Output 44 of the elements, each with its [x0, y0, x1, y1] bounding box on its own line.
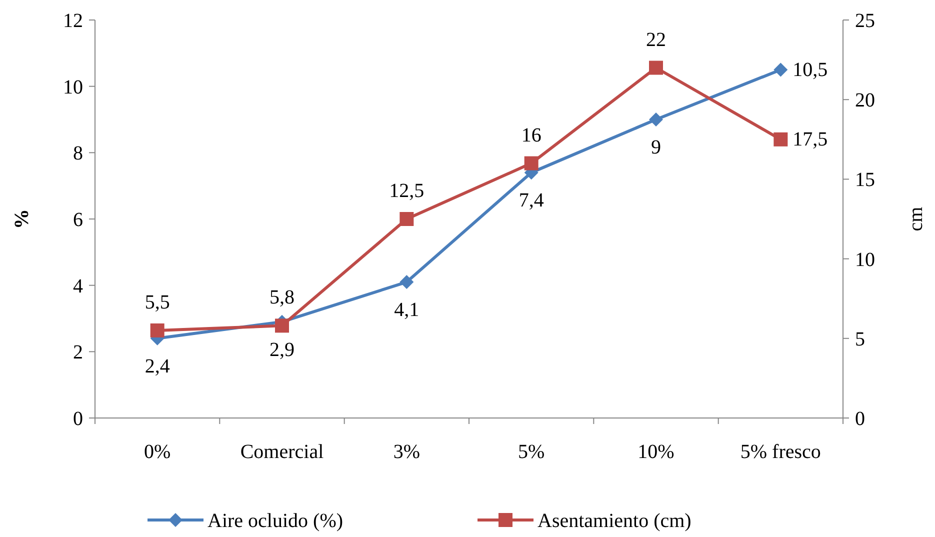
data-label: 17,5	[792, 128, 828, 150]
x-tick-label: 5% fresco	[740, 441, 821, 463]
data-label: 5,5	[144, 291, 170, 314]
point	[649, 60, 663, 75]
legend-label: Aire ocluido (%)	[208, 510, 344, 532]
y2-tick-label: 5	[855, 328, 865, 350]
x-tick-label: 10%	[638, 441, 674, 463]
point	[524, 156, 538, 170]
point	[275, 318, 289, 333]
y2-tick-label: 25	[855, 10, 875, 32]
data-label: 2,4	[144, 355, 170, 378]
y-tick-label: 6	[73, 209, 83, 231]
data-label: 9	[651, 136, 661, 158]
y2-tick-label: 20	[855, 90, 875, 112]
y-tick-label: 0	[73, 408, 83, 430]
data-label: 22	[646, 28, 666, 51]
point	[150, 323, 164, 338]
y-tick-label: 8	[73, 142, 83, 165]
x-tick-label: 5%	[518, 441, 545, 463]
data-label: 5,8	[270, 286, 294, 309]
y2-tick-label: 0	[855, 408, 865, 430]
point	[774, 132, 788, 146]
point	[774, 62, 788, 77]
point	[400, 275, 414, 290]
data-label: 16	[521, 124, 542, 146]
data-label: 10,5	[792, 58, 828, 81]
y2-axis-title: cm	[905, 206, 927, 232]
x-tick-label: Comercial	[240, 441, 324, 463]
data-label: 4,1	[394, 299, 420, 322]
y-axis-title: %	[11, 209, 33, 229]
point	[400, 212, 414, 226]
data-label: 2,9	[270, 338, 294, 361]
point	[649, 112, 663, 126]
x-tick-label: 0%	[144, 441, 171, 463]
y2-tick-label: 15	[855, 169, 875, 192]
y-tick-label: 2	[73, 342, 83, 364]
y-tick-label: 12	[63, 10, 83, 32]
data-label: 12,5	[389, 180, 424, 202]
y-tick-label: 4	[73, 275, 83, 298]
legend-label: Asentamiento (cm)	[538, 510, 692, 532]
data-label: 7,4	[518, 190, 544, 212]
x-tick-label: 3%	[393, 441, 420, 463]
y-tick-label: 10	[63, 76, 83, 98]
y2-tick-label: 10	[855, 248, 875, 271]
